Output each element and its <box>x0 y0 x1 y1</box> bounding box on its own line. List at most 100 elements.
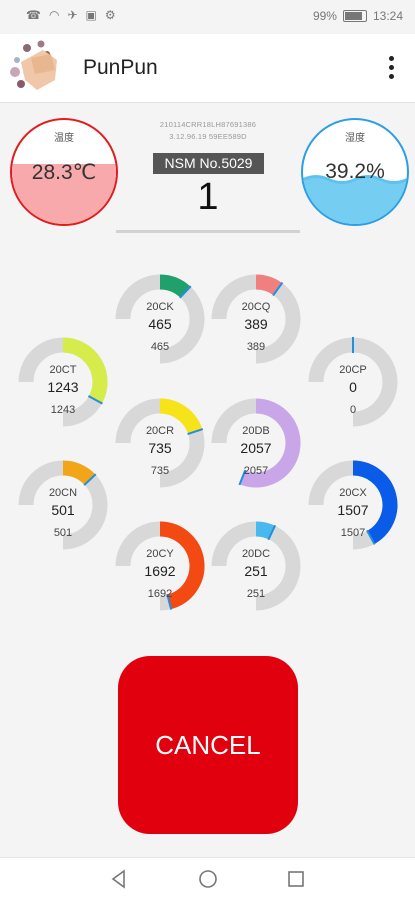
gauge-20cq: 20CQ 389 389 <box>211 274 301 364</box>
gauge-arc <box>115 521 205 611</box>
nsm-badge: NSM No.5029 <box>153 153 264 174</box>
app-logo-icon <box>7 40 65 98</box>
gauge-arc <box>18 460 108 550</box>
gauge-20cr: 20CR 735 735 <box>115 398 205 488</box>
gauge-needle <box>272 282 284 297</box>
gauge-value: 465 <box>148 316 172 332</box>
gauge-name: 20CY <box>146 548 174 560</box>
gauge-20dc: 20DC 251 251 <box>211 521 301 611</box>
gauge-name: 20CQ <box>241 301 271 313</box>
gauge-20ck: 20CK 465 465 <box>115 274 205 364</box>
gauge-needle <box>166 593 173 610</box>
count-value: 1 <box>197 176 219 218</box>
gauge-needle <box>83 473 97 486</box>
gauge-sub: 389 <box>246 341 266 353</box>
gauge-value: 251 <box>244 563 268 579</box>
app-title: PunPun <box>83 56 158 79</box>
gauge-fill <box>352 460 398 544</box>
gauge-fill <box>159 398 203 435</box>
humidity-label: 湿度 <box>345 133 365 144</box>
gauge-sub: 251 <box>246 588 266 600</box>
gauge-value: 501 <box>51 502 75 518</box>
gauge-fill <box>159 521 205 610</box>
gauge-sub: 1507 <box>340 527 366 539</box>
humidity-value: 39.2% <box>325 160 385 183</box>
gauge-sub: 501 <box>53 527 73 539</box>
gauge-track <box>211 274 301 364</box>
cancel-button[interactable]: CANCEL <box>118 656 298 834</box>
gauge-sub: 1243 <box>50 404 76 416</box>
gauge-fill <box>255 274 283 296</box>
gauge-name: 20CN <box>48 487 78 499</box>
gauge-track <box>211 521 301 611</box>
back-icon[interactable] <box>108 868 130 890</box>
gauge-sub: 0 <box>349 404 357 416</box>
temperature-label: 温度 <box>54 133 74 144</box>
navigation-bar <box>0 857 415 901</box>
recents-icon[interactable] <box>285 868 307 890</box>
serial-line-1: 210114CRR18LH87691386 <box>159 120 257 129</box>
gauge-value: 0 <box>349 379 357 395</box>
temperature-fill <box>12 163 116 224</box>
clock: 13:24 <box>372 9 403 23</box>
gauge-value: 1243 <box>47 379 79 395</box>
temperature-gauge: 温度 28.3℃ <box>10 118 118 226</box>
nfc-icon: ▣ <box>85 8 97 22</box>
gauge-name: 20CP <box>339 364 367 376</box>
gauge-20cx: 20CX 1507 1507 <box>308 460 398 550</box>
gauge-arc <box>308 460 398 550</box>
status-bar: ☎ ◠ ✈ ▣ ⚙ 99% 13:24 <box>0 0 415 34</box>
gauge-needle <box>366 529 376 545</box>
gauge-arc <box>308 337 398 427</box>
divider <box>116 230 300 233</box>
gauge-name: 20CK <box>146 301 174 313</box>
gauge-20db: 20DB 2057 2057 <box>211 398 301 488</box>
gauge-arc <box>211 274 301 364</box>
gauge-arc <box>115 274 205 364</box>
gauge-needle <box>267 524 277 541</box>
humidity-wave <box>303 175 407 224</box>
overflow-menu-icon[interactable] <box>389 56 395 79</box>
status-icons-left: ☎ ◠ ✈ ▣ ⚙ <box>26 8 116 22</box>
gauge-needle <box>187 428 204 435</box>
status-icons-right: 99% 13:24 <box>313 9 403 23</box>
gauge-fill <box>62 337 108 404</box>
gauge-sub: 735 <box>150 465 170 477</box>
gauge-value: 389 <box>244 316 268 332</box>
gauge-sub: 465 <box>150 341 170 353</box>
gauge-20cp: 20CP 0 0 <box>308 337 398 427</box>
gauge-sub: 2057 <box>243 465 269 477</box>
battery-icon <box>342 10 367 22</box>
gauge-value: 735 <box>148 440 172 456</box>
gauge-track <box>115 274 205 364</box>
gauge-track <box>308 337 398 427</box>
gauge-name: 20CT <box>49 364 77 376</box>
wifi-icon: ◠ <box>48 8 60 22</box>
gauge-value: 2057 <box>240 440 272 456</box>
temperature-value: 28.3℃ <box>31 161 97 184</box>
gauge-sub: 1692 <box>147 588 173 600</box>
home-icon[interactable] <box>197 868 219 890</box>
gauge-fill <box>159 274 191 298</box>
gauge-arc <box>211 521 301 611</box>
gauge-20cy: 20CY 1692 1692 <box>115 521 205 611</box>
gauge-needle <box>87 395 103 405</box>
airplane-icon: ✈ <box>67 8 78 22</box>
gauge-name: 20CR <box>145 425 175 437</box>
gauge-value: 1692 <box>144 563 176 579</box>
gauge-arc <box>115 398 205 488</box>
app-bar: PunPun <box>0 34 415 103</box>
gauge-20ct: 20CT 1243 1243 <box>18 337 108 427</box>
gauge-name: 20DB <box>242 425 270 437</box>
gauge-needle <box>179 285 192 299</box>
settings-icon: ⚙ <box>104 8 116 22</box>
battery-percent: 99% <box>312 9 337 23</box>
gauge-arc <box>18 337 108 427</box>
gauge-fill <box>62 460 96 486</box>
gauge-arc <box>211 398 301 488</box>
gauge-needle <box>238 469 247 486</box>
gauge-name: 20DC <box>241 548 271 560</box>
gauge-fill <box>255 521 275 540</box>
gauge-fill <box>239 398 301 488</box>
gauge-name: 20CX <box>339 487 367 499</box>
